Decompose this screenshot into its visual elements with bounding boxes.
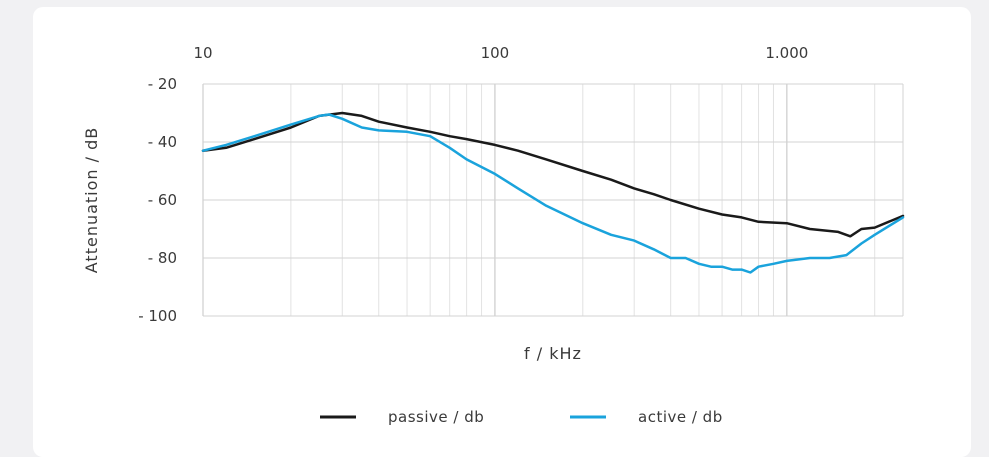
series-lines [201,111,905,274]
x-tick-label: 100 [481,44,510,62]
y-tick-label: - 60 [148,191,177,209]
y-axis-title: Attenuation / dB [82,127,101,273]
y-tick-label: - 80 [148,249,177,267]
y-tick-label: - 100 [138,307,177,325]
y-tick-label: - 20 [148,75,177,93]
y-tick-label: - 40 [148,133,177,151]
grid-lines [202,83,904,317]
x-axis-title: f / kHz [524,344,582,363]
series-line-active [201,113,905,274]
legend-label-passive: passive / db [388,408,484,426]
chart-card: 10 100 1.000- 20- 40- 60- 80- 100 f / kHz … [33,7,971,457]
x-tick-label: 1.000 [765,44,808,62]
series-line-passive [201,111,905,238]
legend-label-active: active / db [638,408,723,426]
tick-labels: 10 100 1.000 - 20 - 40 - 60 - 80 - 100 [138,44,808,325]
attenuation-chart: 10 100 1.000- 20- 40- 60- 80- 100 f / kHz … [82,44,905,426]
x-tick-label: 10 [193,44,212,62]
legend: passive / db active / db [320,408,723,426]
